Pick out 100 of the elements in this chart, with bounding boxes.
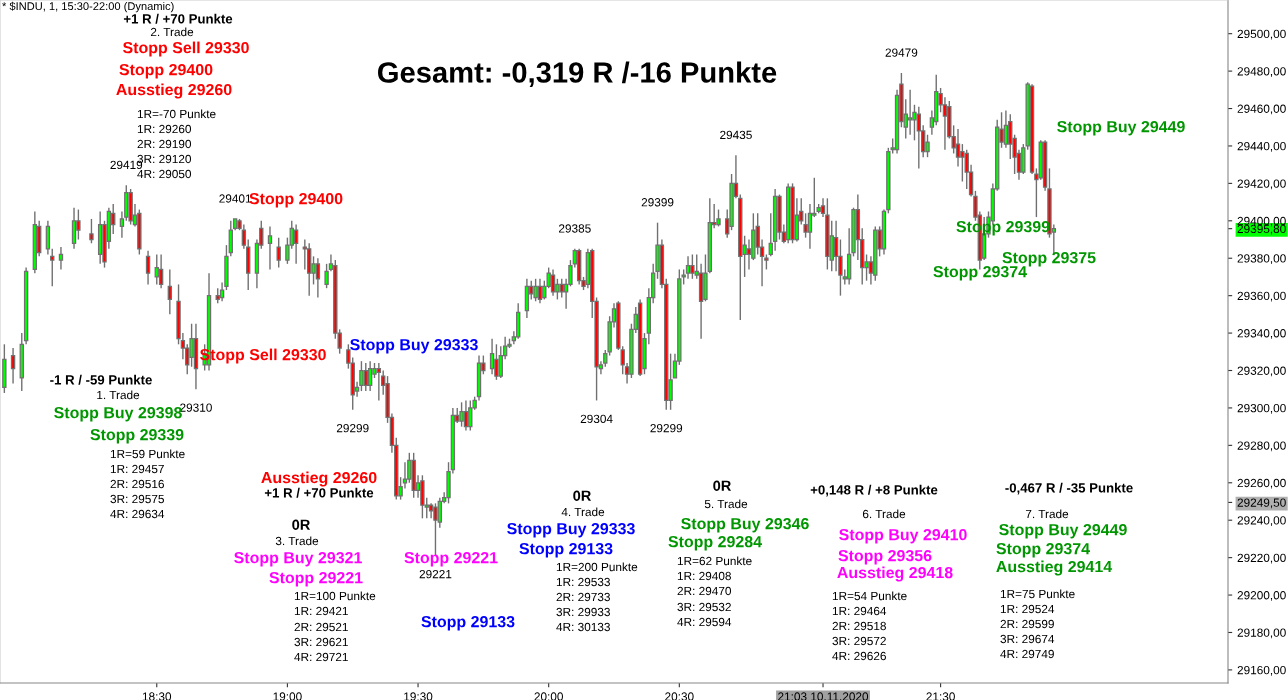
candlestick bbox=[685, 255, 691, 280]
candlestick bbox=[555, 278, 560, 301]
candlestick bbox=[45, 220, 51, 256]
annotation: 29479 bbox=[885, 48, 918, 57]
annotation: 0R bbox=[573, 490, 592, 501]
y-tick-label: 29480,00 bbox=[1237, 67, 1286, 77]
y-tick-label: 29280,00 bbox=[1237, 441, 1286, 452]
y-tick-label: 29300,00 bbox=[1237, 403, 1286, 414]
annotation: 3. Trade bbox=[275, 536, 319, 546]
candlestick bbox=[1008, 113, 1013, 160]
annotation: Stopp 29375 bbox=[1002, 251, 1096, 267]
annotation: Stopp 29284 bbox=[668, 535, 762, 551]
annotation: Stopp Buy 29449 bbox=[999, 523, 1127, 539]
annotation: Stopp 29133 bbox=[421, 615, 515, 631]
annotation: -1 R / -59 Punkte bbox=[50, 374, 152, 385]
candlestick bbox=[550, 268, 556, 297]
y-tick-label: 29460,00 bbox=[1237, 104, 1286, 115]
annotation: 1R: 29464 bbox=[832, 606, 887, 616]
annotation: 3R: 29575 bbox=[110, 494, 164, 504]
candlestick bbox=[367, 360, 373, 392]
candlestick bbox=[167, 268, 173, 316]
annotation: 3R: 29674 bbox=[1000, 634, 1055, 644]
annotation: Ausstieg 29260 bbox=[116, 83, 232, 99]
annotation: Stopp 29374 bbox=[996, 542, 1090, 558]
y-tick-label: 29240,00 bbox=[1237, 516, 1286, 526]
candlestick bbox=[315, 257, 321, 299]
annotation: Stopp Buy 29449 bbox=[1057, 120, 1185, 136]
annotation: Stopp 29374 bbox=[933, 265, 1027, 281]
annotation: 1R: 29533 bbox=[556, 577, 610, 587]
candlestick bbox=[71, 207, 77, 250]
annotation: 29435 bbox=[720, 130, 752, 140]
x-tick-label: 20:00 bbox=[534, 692, 563, 700]
annotation: 4. Trade bbox=[561, 507, 605, 517]
annotation: Ausstieg 29414 bbox=[996, 560, 1113, 576]
annotation: 5. Trade bbox=[704, 499, 748, 509]
y-tick-label: 29200,00 bbox=[1237, 591, 1286, 601]
candlestick bbox=[89, 218, 94, 244]
annotation: 1R: 29421 bbox=[294, 606, 348, 616]
y-tick-label: 29320,00 bbox=[1237, 366, 1286, 377]
annotation: Stopp Buy 29333 bbox=[350, 338, 478, 354]
annotation: +0,148 R / +8 Punkte bbox=[810, 484, 938, 497]
y-tick-label: 29220,00 bbox=[1237, 553, 1286, 564]
y-tick-label: 29180,00 bbox=[1237, 628, 1286, 639]
annotation: 4R: 29626 bbox=[832, 651, 886, 661]
annotation: 7. Trade bbox=[1025, 509, 1069, 519]
annotation: Stopp 29400 bbox=[119, 63, 213, 79]
annotation: Stopp 29133 bbox=[519, 542, 613, 558]
annotation: 1R: 29457 bbox=[110, 464, 164, 474]
annotation: Stopp 29339 bbox=[90, 428, 184, 444]
annotation: 29299 bbox=[650, 424, 683, 433]
annotation: 2R: 29190 bbox=[137, 139, 192, 149]
candlestick bbox=[376, 362, 382, 402]
candlestick bbox=[145, 250, 151, 286]
annotation: Stopp 29221 bbox=[269, 571, 363, 587]
candlestick bbox=[363, 362, 368, 392]
y-tick-label: 29249,50 bbox=[1237, 498, 1286, 509]
y-tick-label: 29500,00 bbox=[1237, 29, 1286, 40]
annotation: Ausstieg 29418 bbox=[837, 566, 953, 582]
annotation: 1R=100 Punkte bbox=[294, 591, 376, 601]
annotation: 3R: 29933 bbox=[556, 607, 610, 617]
candlestick bbox=[1003, 109, 1009, 149]
annotation: 2R: 29516 bbox=[110, 479, 164, 489]
annotation: 2R: 29470 bbox=[677, 586, 732, 596]
candlestick bbox=[293, 223, 299, 265]
annotation: 1R: 29408 bbox=[677, 571, 731, 581]
annotation: 3R: 29621 bbox=[294, 637, 348, 647]
annotation: 29221 bbox=[419, 569, 452, 579]
y-tick-label: 29380,00 bbox=[1237, 254, 1286, 265]
candlestick bbox=[58, 246, 64, 271]
candlestick bbox=[807, 203, 813, 250]
candlestick bbox=[494, 343, 499, 381]
annotation: +1 R / +70 Punkte bbox=[123, 13, 233, 24]
candlestick bbox=[559, 278, 564, 299]
candlestick bbox=[50, 248, 55, 287]
x-tick-label: 18:30 bbox=[142, 692, 172, 700]
annotation: Stopp 29356 bbox=[838, 549, 932, 565]
y-tick-label: 29420,00 bbox=[1237, 179, 1286, 190]
annotation: 4R: 29634 bbox=[110, 509, 165, 519]
candlestick bbox=[459, 401, 464, 428]
annotation: 0R bbox=[713, 480, 732, 491]
candlestick bbox=[537, 278, 543, 304]
annotation: 1R: 29524 bbox=[1000, 604, 1055, 614]
annotation: Stopp 29221 bbox=[404, 551, 498, 567]
annotation: 1R=75 Punkte bbox=[1000, 589, 1075, 599]
candlestick bbox=[154, 253, 159, 286]
candlestick bbox=[690, 253, 695, 280]
annotation: 4R: 29594 bbox=[677, 617, 732, 627]
annotation: 1. Trade bbox=[97, 390, 140, 400]
annotation: 3R: 29572 bbox=[832, 636, 886, 646]
y-tick-label: 29160,00 bbox=[1237, 665, 1286, 676]
candlestick bbox=[916, 105, 922, 170]
annotation: Stopp Buy 29333 bbox=[507, 522, 635, 538]
text: Gesamt: -0,319 R /-16 Punkte bbox=[378, 61, 777, 88]
annotation: 1R=54 Punkte bbox=[832, 591, 907, 601]
annotation: 29401 bbox=[219, 194, 251, 203]
annotation: Stopp Buy 29410 bbox=[839, 528, 967, 544]
annotation: 29385 bbox=[558, 224, 591, 233]
candlestick bbox=[158, 253, 164, 289]
annotation: 2R: 29733 bbox=[556, 592, 610, 602]
annotation: Stopp Buy 29398 bbox=[54, 406, 182, 422]
